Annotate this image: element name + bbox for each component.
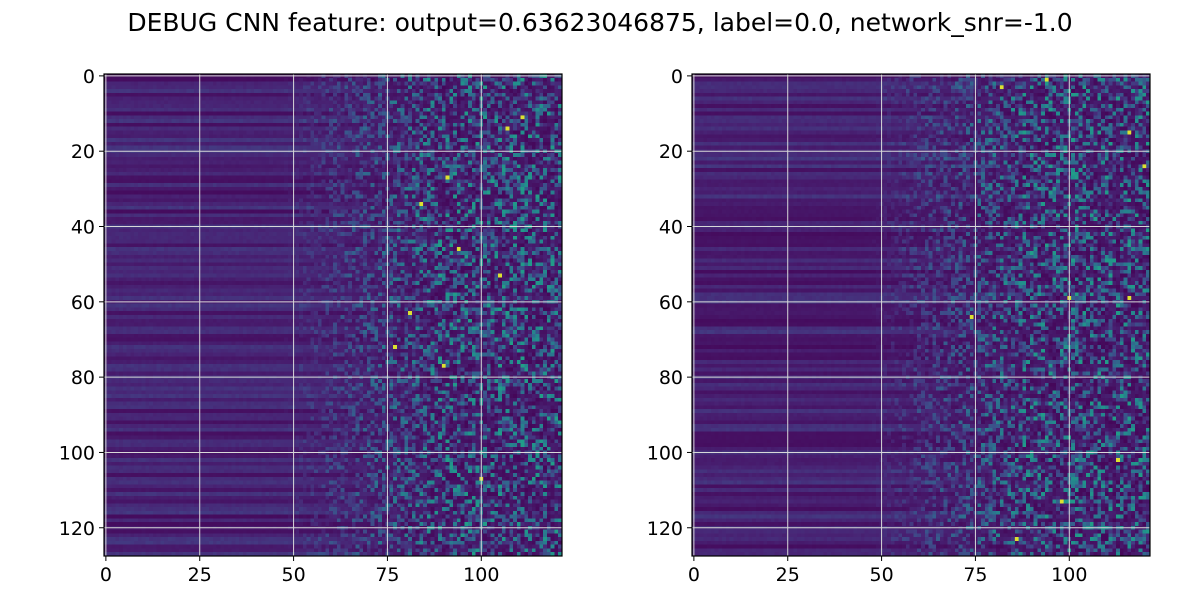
heatmap-bright-cell (1044, 77, 1049, 82)
page-title: DEBUG CNN feature: output=0.63623046875,… (127, 8, 1073, 37)
x-tick-label: 25 (188, 564, 212, 586)
heatmap-bright-cell (408, 311, 412, 315)
heatmap-bright-cell (999, 85, 1004, 90)
axes-frame (691, 73, 1151, 557)
heatmap-bright-cell (1142, 164, 1147, 169)
y-tick-label: 80 (659, 367, 683, 389)
y-tick-label: 0 (671, 66, 683, 88)
y-tick-label: 20 (659, 141, 683, 163)
x-tick-label: 50 (869, 564, 893, 586)
heatmap-bright-cell (441, 363, 446, 368)
heatmap-bright-cell (445, 175, 450, 180)
x-tick-label: 100 (1051, 564, 1087, 586)
x-tick-label: 0 (688, 564, 700, 586)
heatmap-bright-cell (969, 315, 974, 319)
x-tick-label: 75 (963, 564, 987, 586)
y-tick-label: 0 (83, 66, 95, 88)
y-tick-label: 100 (647, 442, 683, 464)
y-tick-label: 40 (659, 217, 683, 239)
heatmap-bright-cell (1116, 458, 1120, 462)
x-tick-label: 0 (100, 564, 112, 586)
heatmap-bright-cell (419, 202, 424, 206)
x-tick-label: 100 (463, 564, 499, 586)
y-tick-label: 60 (71, 292, 95, 314)
heatmap-bright-cell (393, 345, 397, 349)
heatmap-bright-cell (498, 273, 502, 278)
y-tick-label: 60 (659, 292, 683, 314)
y-tick-label: 80 (71, 367, 95, 389)
y-tick-label: 120 (59, 518, 95, 540)
heatmap-bright-cell (1127, 130, 1132, 135)
axes-frame (103, 73, 563, 557)
heatmap-bright-cell (520, 115, 525, 120)
heatmap-image (104, 74, 562, 556)
y-tick-label: 40 (71, 217, 95, 239)
x-tick-label: 75 (375, 564, 399, 586)
heatmap-image (692, 74, 1150, 556)
heatmap-bright-cell (1127, 296, 1132, 300)
heatmap-bright-cell (1014, 537, 1019, 541)
y-tick-label: 100 (59, 442, 95, 464)
y-tick-label: 120 (647, 518, 683, 540)
heatmap-bright-cell (505, 126, 510, 131)
heatmap-bright-cell (1059, 499, 1064, 504)
x-tick-label: 50 (281, 564, 305, 586)
y-tick-label: 20 (71, 141, 95, 163)
x-tick-label: 25 (776, 564, 800, 586)
heatmap-bright-cell (456, 247, 461, 251)
